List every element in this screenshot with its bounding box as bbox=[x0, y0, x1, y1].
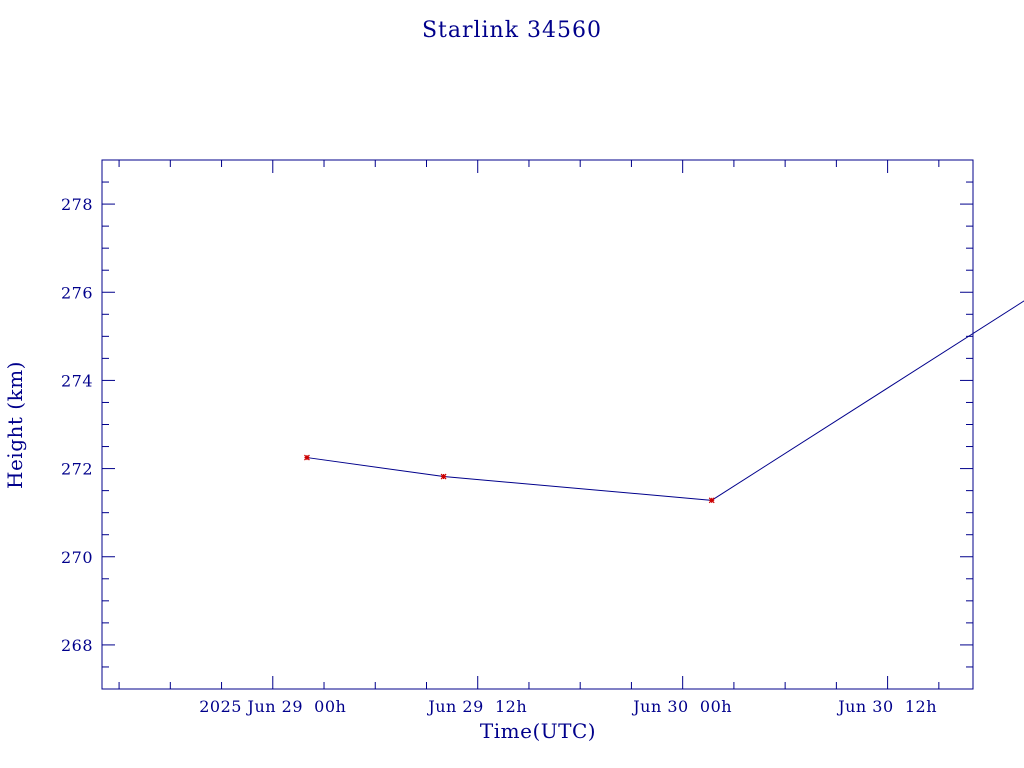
y-tick-label: 274 bbox=[61, 371, 93, 390]
y-tick-label: 278 bbox=[61, 195, 93, 214]
series-line-segment bbox=[711, 300, 1024, 501]
x-tick-label: Jun 29 12h bbox=[426, 697, 527, 716]
data-point-marker bbox=[304, 454, 310, 461]
data-point-marker bbox=[708, 497, 715, 504]
x-tick-label: 2025 Jun 29 00h bbox=[199, 697, 346, 716]
plot-frame bbox=[101, 159, 974, 690]
axis-ticks bbox=[102, 159, 973, 690]
x-axis-label: Time(UTC) bbox=[480, 719, 596, 743]
y-tick-label: 268 bbox=[61, 636, 93, 655]
chart-title: Starlink 34560 bbox=[422, 18, 602, 43]
series-lines bbox=[306, 300, 1024, 501]
y-tick-label: 272 bbox=[61, 460, 93, 479]
series-markers bbox=[304, 454, 715, 504]
y-axis-label: Height (km) bbox=[3, 361, 27, 489]
series-line-segment bbox=[443, 476, 712, 501]
x-tick-label: Jun 30 00h bbox=[631, 697, 732, 716]
data-point-marker bbox=[440, 473, 447, 480]
y-tick-label: 276 bbox=[61, 283, 93, 302]
axis-tick-labels: 268 270 272 274 276 278 2025 Jun 29 00h Jun 29 … bbox=[61, 195, 937, 716]
y-tick-label: 270 bbox=[61, 548, 93, 567]
series-line-segment bbox=[306, 457, 444, 478]
x-tick-label: Jun 30 12h bbox=[836, 697, 937, 716]
